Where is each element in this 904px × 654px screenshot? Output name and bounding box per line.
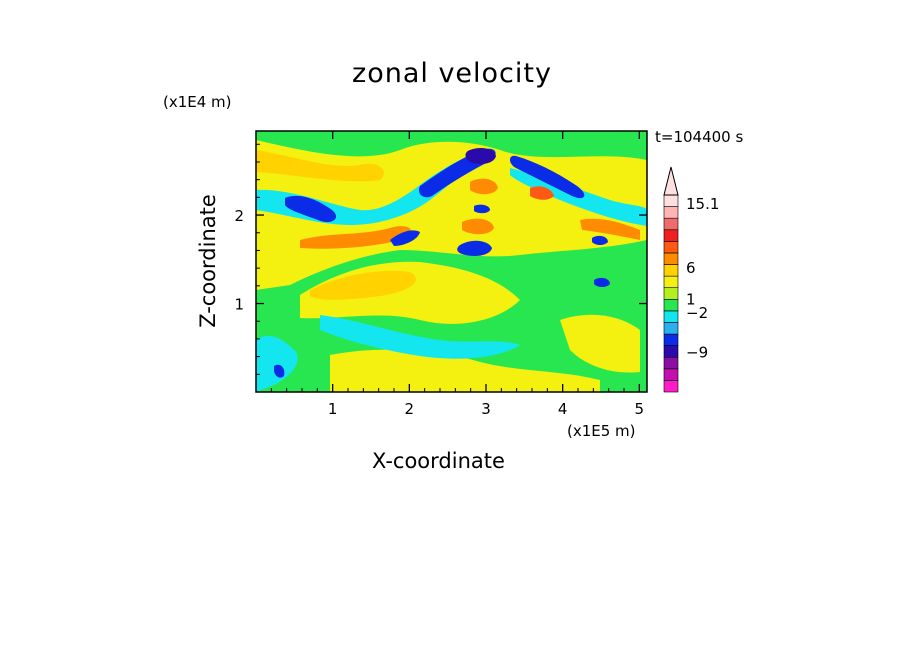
- field-band-yellow-right: [560, 314, 640, 373]
- field-band-orange-mid: [300, 226, 411, 249]
- field-band-cyan-lower: [320, 315, 520, 359]
- y-tick-label: 1: [234, 296, 244, 314]
- colorbar-swatch: [663, 322, 679, 335]
- colorbar-swatch: [663, 229, 679, 242]
- colorbar-swatch: [663, 287, 679, 300]
- x-tick-label: 5: [635, 400, 645, 418]
- time-label: t=104400 s: [655, 128, 744, 146]
- x-tick-label: 1: [328, 400, 338, 418]
- field-band-blue-center-3: [474, 204, 490, 214]
- colorbar-max-arrow: [663, 166, 679, 196]
- field-band-orange-core-3: [530, 186, 554, 200]
- field-band-orange-right: [580, 218, 640, 240]
- y-ticks: 12: [234, 143, 647, 375]
- colorbar-swatch: [663, 368, 679, 381]
- y-tick-label: 2: [234, 207, 244, 225]
- colorbar-label: 1: [686, 290, 696, 308]
- colorbar-swatch: [663, 298, 679, 312]
- field-band-cyan-bottom: [256, 335, 298, 392]
- colorbar-swatch: [663, 356, 679, 370]
- contour-field: [256, 131, 647, 392]
- field-band-blue-bottom: [274, 364, 285, 378]
- field-band-orange-core-1: [470, 178, 498, 195]
- colorbar-swatch: [663, 194, 679, 207]
- colorbar-swatch: [663, 275, 679, 289]
- x-tick-label: 3: [481, 400, 491, 418]
- colorbar: 15.1 6 1−2 −9: [663, 166, 719, 393]
- x-tick-label: 2: [405, 400, 415, 418]
- colorbar-swatch: [663, 206, 679, 219]
- colorbar-swatch: [663, 241, 679, 254]
- field-band-orange-low: [310, 270, 416, 300]
- x-axis-scale-label: (x1E5 m): [567, 422, 636, 440]
- x-tick-label: 4: [558, 400, 568, 418]
- colorbar-swatch: [663, 310, 679, 323]
- field-band-blue-left: [285, 195, 337, 223]
- colorbar-label: 15.1: [686, 195, 719, 213]
- field-band-blue-right-low: [594, 277, 610, 287]
- chart-title: zonal velocity: [352, 58, 552, 89]
- x-axis-label: X-coordinate: [372, 449, 505, 473]
- colorbar-swatch: [663, 264, 679, 277]
- field-band-orange-core-2: [462, 218, 494, 235]
- colorbar-swatch: [663, 217, 679, 231]
- z-axis-scale-label: (x1E4 m): [163, 93, 232, 111]
- field-band-blue-center-2: [457, 240, 492, 256]
- colorbar-swatch: [663, 380, 679, 393]
- x-ticks: 1 2 3 4 5: [270, 131, 645, 418]
- colorbar-swatch: [663, 333, 679, 346]
- plot-frame: [255, 130, 648, 393]
- colorbar-swatch: [663, 345, 679, 358]
- colorbar-label: −2: [686, 304, 708, 322]
- field-band-blue-arch-right: [510, 155, 585, 199]
- field-band-blue-right: [592, 235, 608, 245]
- field-band-yellow-bottom: [330, 349, 600, 392]
- field-band-blue-mid: [390, 230, 420, 246]
- colorbar-swatch: [663, 252, 679, 265]
- field-band-blue-center-1: [465, 148, 496, 164]
- colorbar-label: 6: [686, 259, 696, 277]
- field-band-orange-left: [256, 150, 384, 182]
- colorbar-label: −9: [686, 344, 708, 362]
